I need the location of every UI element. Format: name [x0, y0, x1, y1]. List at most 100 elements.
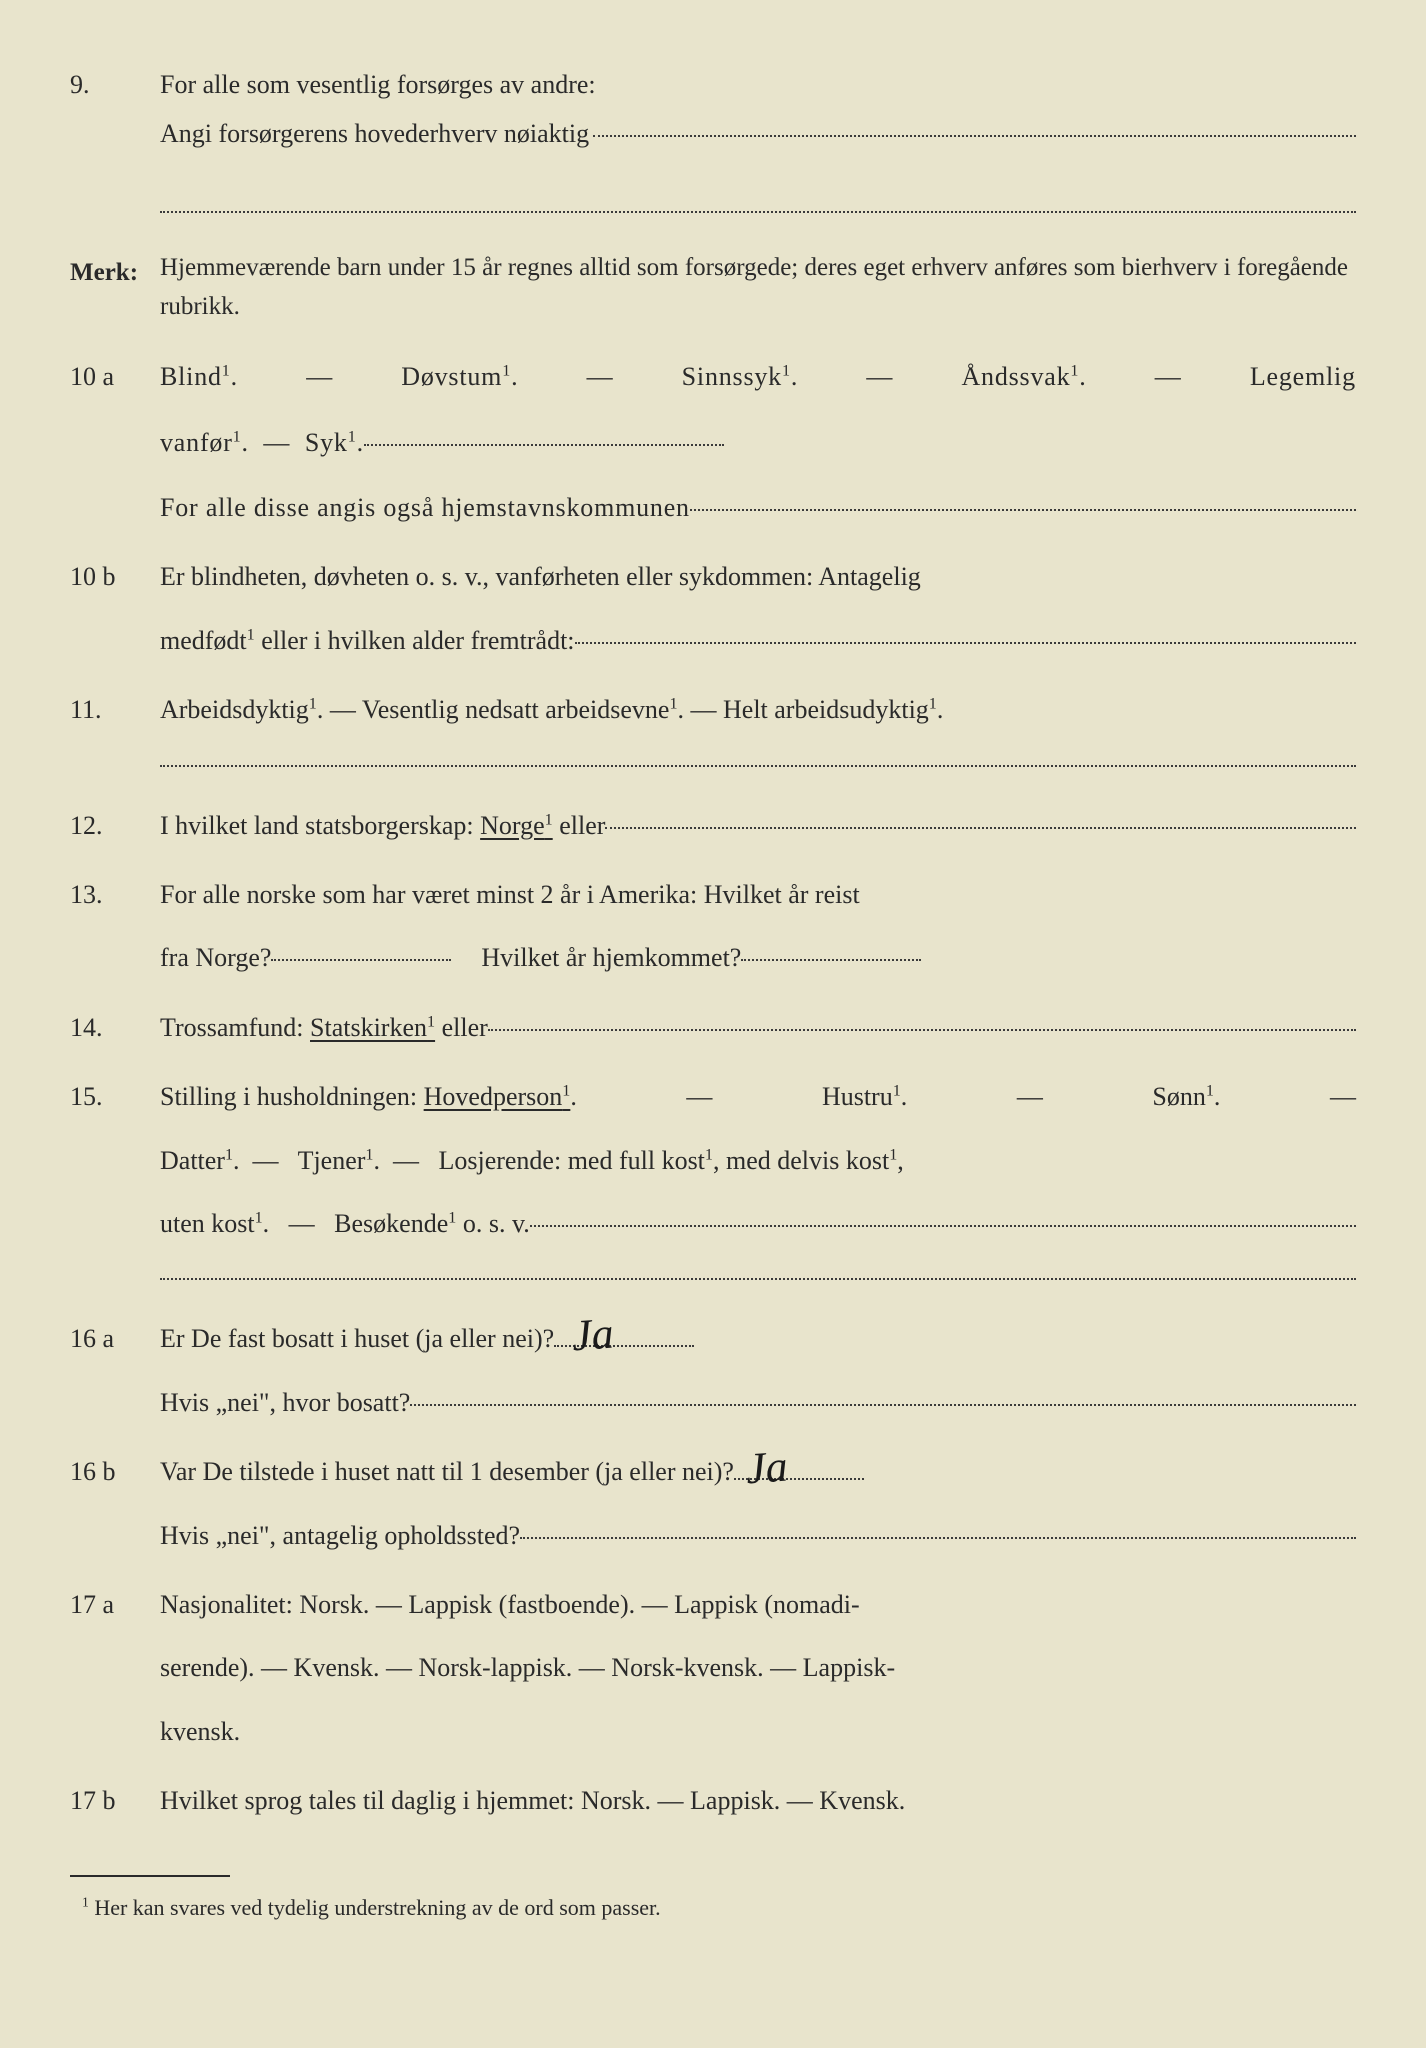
options-row: Datter1. — Tjener1. — Losjerende: med fu…	[160, 1136, 1356, 1185]
option: Helt arbeidsudyktig1.	[723, 695, 943, 724]
question-text: For alle som vesentlig forsørges av andr…	[160, 60, 1356, 109]
dash: —	[306, 352, 333, 401]
option: uten kost1. — Besøkende1 o. s. v.	[160, 1199, 530, 1248]
question-content: Blind1. — Døvstum1. — Sinnssyk1. — Åndss…	[160, 352, 1356, 532]
question-11: 11. Arbeidsdyktig1. — Vesentlig nedsatt …	[70, 685, 1356, 734]
question-content: Nasjonalitet: Norsk. — Lappisk (fastboen…	[160, 1580, 1356, 1756]
option: Vesentlig nedsatt arbeidsevne1. —	[362, 695, 723, 724]
options-row: vanfør1. — Syk1.	[160, 418, 1356, 467]
question-text: Er blindheten, døvheten o. s. v., vanfør…	[160, 552, 1356, 601]
question-text: For alle disse angis også hjemstavnskomm…	[160, 483, 690, 532]
note-text: Hjemmeværende barn under 15 år regnes al…	[160, 249, 1356, 327]
fill-line: medfødt1 eller i hvilken alder fremtrådt…	[160, 616, 1356, 665]
question-number: 14.	[70, 1003, 160, 1052]
question-content: Er blindheten, døvheten o. s. v., vanfør…	[160, 552, 1356, 665]
dotted-fill	[593, 109, 1356, 137]
option: Blind1.	[160, 352, 238, 401]
question-text: Er De fast bosatt i huset (ja eller nei)…	[160, 1314, 554, 1363]
question-15: 15. Stilling i husholdningen: Hovedperso…	[70, 1072, 1356, 1248]
option: Sinnssyk1.	[682, 352, 799, 401]
question-text: Nasjonalitet: Norsk. — Lappisk (fastboen…	[160, 1580, 1356, 1629]
question-text: For alle norske som har været minst 2 år…	[160, 870, 1356, 919]
dotted-fill	[410, 1378, 1356, 1406]
footnote-number: 1	[82, 1895, 89, 1910]
question-text: Trossamfund: Statskirken1 eller	[160, 1003, 488, 1052]
dotted-fill	[575, 616, 1356, 644]
question-number: 17 b	[70, 1776, 160, 1825]
option: Åndssvak1.	[961, 352, 1086, 401]
options-row: Stilling i husholdningen: Hovedperson1. …	[160, 1072, 1356, 1121]
dotted-fill: Ja	[554, 1319, 694, 1347]
question-content: Hvilket sprog tales til daglig i hjemmet…	[160, 1776, 1356, 1825]
dash: —	[686, 1072, 712, 1121]
question-text: serende). — Kvensk. — Norsk-lappisk. — N…	[160, 1643, 1356, 1692]
question-text: Hvilket sprog tales til daglig i hjemmet…	[160, 1776, 1356, 1825]
fill-line: Hvis „nei", antagelig opholdssted?	[160, 1511, 1356, 1560]
dotted-fill	[160, 185, 1356, 213]
question-number: 12.	[70, 801, 160, 850]
dotted-fill	[690, 483, 1356, 511]
note-label: Merk:	[70, 249, 160, 327]
question-14: 14. Trossamfund: Statskirken1 eller	[70, 1003, 1356, 1052]
question-content: Arbeidsdyktig1. — Vesentlig nedsatt arbe…	[160, 685, 1356, 734]
question-content: Var De tilstede i huset natt til 1 desem…	[160, 1447, 1356, 1560]
fill-line: Er De fast bosatt i huset (ja eller nei)…	[160, 1314, 1356, 1363]
question-text: Angi forsørgerens hovederhverv nøiaktig	[160, 109, 589, 158]
question-text: Stilling i husholdningen: Hovedperson1.	[160, 1072, 577, 1121]
dotted-fill	[530, 1199, 1356, 1227]
dash: —	[587, 352, 614, 401]
question-9: 9. For alle som vesentlig forsørges av a…	[70, 60, 1356, 225]
handwritten-answer: Ja	[569, 1292, 616, 1378]
fill-line: fra Norge? Hvilket år hjemkommet?	[160, 933, 1356, 982]
question-number: 13.	[70, 870, 160, 983]
question-content: I hvilket land statsborgerskap: Norge1 e…	[160, 801, 1356, 850]
separator	[160, 765, 1356, 767]
option: Sønn1.	[1152, 1072, 1220, 1121]
question-text: I hvilket land statsborgerskap: Norge1 e…	[160, 801, 605, 850]
question-text: Hvilket år hjemkommet?	[481, 933, 741, 982]
question-content: Er De fast bosatt i huset (ja eller nei)…	[160, 1314, 1356, 1427]
option: Arbeidsdyktig1. —	[160, 695, 362, 724]
question-number: 10 a	[70, 352, 160, 532]
option: Hustru1.	[822, 1072, 907, 1121]
question-text: kvensk.	[160, 1707, 1356, 1756]
fill-line: Var De tilstede i huset natt til 1 desem…	[160, 1447, 1356, 1496]
footnote: 1 Her kan svares ved tydelig understrekn…	[70, 1887, 1356, 1929]
option: vanfør1. — Syk1.	[160, 418, 364, 467]
dash: —	[1155, 352, 1182, 401]
dotted-fill	[488, 1003, 1356, 1031]
option: Datter1. —	[160, 1146, 292, 1175]
question-number: 10 b	[70, 552, 160, 665]
question-text: Hvis „nei", hvor bosatt?	[160, 1378, 410, 1427]
dotted-fill	[741, 933, 921, 961]
dash: —	[1017, 1072, 1043, 1121]
question-number: 15.	[70, 1072, 160, 1248]
question-text: medfødt1 eller i hvilken alder fremtrådt…	[160, 616, 575, 665]
question-10a: 10 a Blind1. — Døvstum1. — Sinnssyk1. — …	[70, 352, 1356, 532]
question-text: Hvis „nei", antagelig opholdssted?	[160, 1511, 520, 1560]
option: Tjener1. —	[298, 1146, 432, 1175]
question-text: fra Norge?	[160, 933, 271, 982]
question-17a: 17 a Nasjonalitet: Norsk. — Lappisk (fas…	[70, 1580, 1356, 1756]
question-number: 11.	[70, 685, 160, 734]
question-number: 16 b	[70, 1447, 160, 1560]
question-content: For alle som vesentlig forsørges av andr…	[160, 60, 1356, 225]
dash: —	[866, 352, 893, 401]
fill-line: For alle disse angis også hjemstavnskomm…	[160, 483, 1356, 532]
option: Legemlig	[1250, 352, 1356, 401]
dotted-fill	[364, 418, 724, 446]
question-content: Trossamfund: Statskirken1 eller	[160, 1003, 1356, 1052]
separator	[160, 1278, 1356, 1280]
question-13: 13. For alle norske som har været minst …	[70, 870, 1356, 983]
option: Døvstum1.	[401, 352, 518, 401]
fill-line: Angi forsørgerens hovederhverv nøiaktig	[160, 109, 1356, 158]
handwritten-answer: Ja	[743, 1425, 790, 1511]
dotted-fill	[271, 933, 451, 961]
question-17b: 17 b Hvilket sprog tales til daglig i hj…	[70, 1776, 1356, 1825]
question-16a: 16 a Er De fast bosatt i huset (ja eller…	[70, 1314, 1356, 1427]
question-16b: 16 b Var De tilstede i huset natt til 1 …	[70, 1447, 1356, 1560]
question-content: For alle norske som har været minst 2 år…	[160, 870, 1356, 983]
question-content: Stilling i husholdningen: Hovedperson1. …	[160, 1072, 1356, 1248]
options-row: uten kost1. — Besøkende1 o. s. v.	[160, 1199, 1356, 1248]
dotted-fill	[520, 1511, 1356, 1539]
